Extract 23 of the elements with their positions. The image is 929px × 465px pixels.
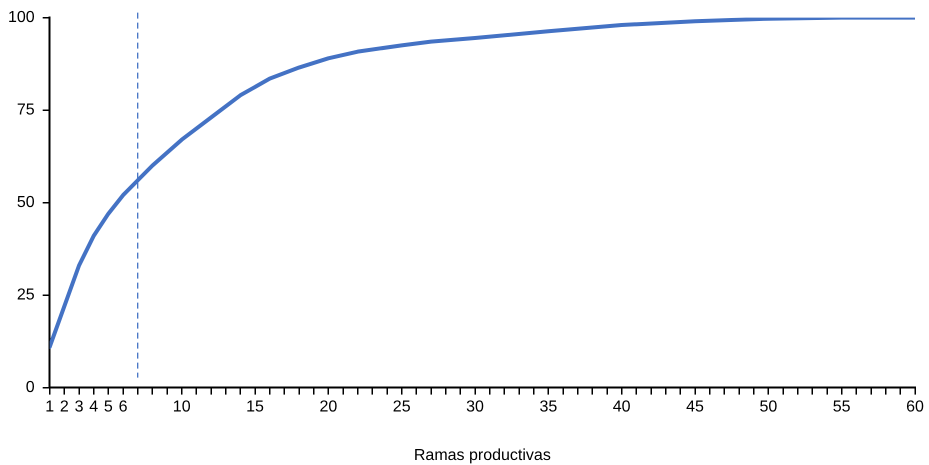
x-tick-label: 1 (45, 398, 54, 416)
y-tick-label: 25 (16, 286, 35, 304)
x-tick-label: 5 (104, 398, 113, 416)
x-tick-label: 10 (172, 398, 191, 416)
x-tick-label: 2 (60, 398, 69, 416)
x-axis-title: Ramas productivas (414, 446, 551, 464)
x-tick-label: 4 (89, 398, 98, 416)
x-tick-label: 15 (246, 398, 264, 416)
y-tick-label: 100 (8, 9, 35, 26)
y-tick-label: 50 (16, 194, 35, 212)
x-tick-label: 6 (118, 398, 128, 416)
x-tick-label: 45 (686, 398, 704, 416)
x-tick-label: 20 (319, 398, 338, 416)
x-tick-label: 50 (759, 398, 778, 416)
x-tick-label: 60 (906, 398, 924, 416)
x-tick-label: 40 (612, 398, 631, 416)
x-tick-label: 30 (466, 398, 484, 416)
y-tick-label: 75 (16, 102, 35, 119)
x-tick-label: 25 (392, 398, 411, 416)
x-tick-label: 55 (832, 398, 851, 416)
x-tick-label: 3 (74, 398, 84, 416)
x-tick-label: 35 (539, 398, 558, 416)
y-tick-label: 0 (26, 379, 35, 396)
